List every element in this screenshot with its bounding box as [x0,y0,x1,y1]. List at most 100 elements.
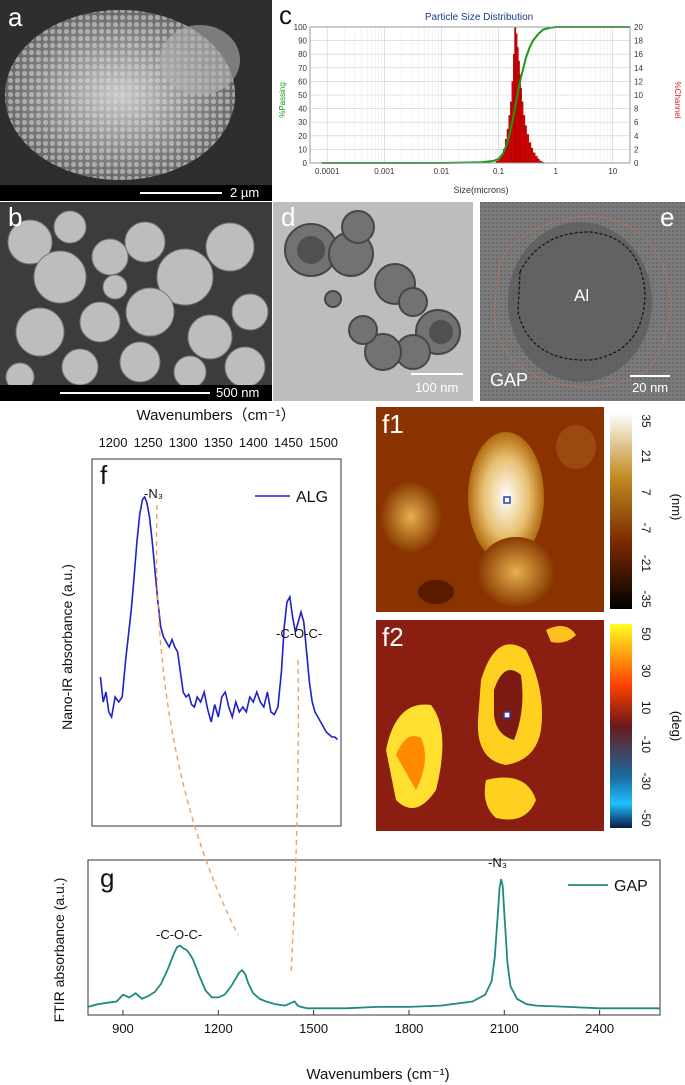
panel-d-tem-image: d 100 nm [273,202,473,401]
colorbar-tick: -21 [639,555,653,573]
psd-bar [526,134,530,164]
psd-ytick-left: 20 [298,132,307,141]
psd-ytick-right: 10 [634,91,643,100]
nanoir-xtick: 1300 [169,435,198,450]
psd-ytick-left: 70 [298,64,307,73]
psd-title: Particle Size Distribution [425,12,533,23]
psd-ytick-left: 80 [298,50,307,59]
colorbar-tick: -30 [639,773,653,791]
psd-ytick-left: 100 [294,23,308,32]
ftir-line-gap [87,878,660,1010]
scalebar-line-b [60,392,210,394]
ftir-xtick: 1200 [204,1021,233,1036]
panel-b-sem-image: b 500 nm [0,202,272,401]
colorbar-tick: -50 [639,809,653,827]
ftir-xtick: 2400 [585,1021,614,1036]
nanoir-chart: Wavenumbers（cm⁻¹） 1200 1250 1300 1350 1400 14… [59,407,342,827]
psd-bar [523,115,526,164]
psd-bar [532,152,536,164]
nanoir-legend-label: ALG [296,489,328,506]
panel-f1-label: f1 [382,409,404,439]
ftir-xtick: 2100 [490,1021,519,1036]
hrtem-image-e [480,202,685,401]
psd-ytick-right: 14 [634,64,643,73]
nanoir-annotation-coc: -C-O-C- [276,626,322,641]
psd-ytick-left: 10 [298,145,307,154]
psd-ytick-right: 0 [634,159,639,168]
nanoir-ticks: 1200 1250 1300 1350 1400 1450 1500 [99,435,338,450]
panel-f2-label: f2 [382,622,404,652]
nanoir-ylabel: Nano-IR absorbance (a.u.) [59,564,75,730]
scalebar-strip-a [0,185,272,201]
psd-bar [535,156,538,164]
psd-bar [524,125,527,164]
scalebar-line-a [140,192,222,194]
panel-f1-afm-height: 35 21 7 -7 -21 -35 (nm) f1 [376,407,685,612]
psd-ytick-right: 4 [634,132,639,141]
panel-a-sem-image: a 2 µm [0,0,272,201]
f1-colorbar [610,413,632,609]
psd-chart: Particle Size Distribution 0102030405060… [278,12,682,195]
psd-ytick-left: 50 [298,91,307,100]
f2-marker [503,711,511,719]
f1-colorbar-ticks: 35 21 7 -7 -21 -35 [639,414,653,608]
psd-bar [528,142,532,164]
psd-xtick: 0.001 [374,167,395,176]
psd-xtick: 0.0001 [315,167,340,176]
scalebar-text-d: 100 nm [415,380,459,395]
f1-map: 35 21 7 -7 -21 -35 (nm) [376,407,684,612]
nanoir-xtick: 1450 [274,435,303,450]
f1-colorbar-unit: (nm) [669,494,684,521]
psd-xlabel: Size(microns) [453,185,508,195]
ftir-legend-label: GAP [614,878,648,895]
nanoir-annotation-n3: -N₃ [144,486,163,501]
panel-d-label: d [281,202,296,232]
scalebar-line-d [411,373,463,375]
core-label-al: Al [574,286,590,305]
panel-a-label: a [8,2,23,32]
panel-g-ftir: 900 1200 1500 1800 2100 2400 Wavenumbers (cm⁻… [0,845,685,1085]
panel-e-hrtem-image: e Al GAP 20 nm [480,202,685,401]
psd-xtick: 0.1 [493,167,505,176]
ftir-xtick: 900 [112,1021,134,1036]
ftir-annotation-coc: -C-O-C- [156,927,202,942]
colorbar-tick: 30 [639,664,653,678]
core-outline [517,231,646,361]
panel-c-label: c [279,0,292,30]
ftir-ylabel: FTIR absorbance (a.u.) [51,878,67,1023]
nanoir-line-alg [99,495,339,741]
f2-map: 50 30 10 -10 -30 -50 (deg) [376,620,684,831]
scalebar-line-e [630,375,670,377]
ftir-frame [87,859,661,1016]
psd-bar [537,158,540,164]
colorbar-tick: 35 [639,414,653,428]
nanoir-xtick: 1500 [309,435,338,450]
colorbar-tick: -35 [639,590,653,608]
psd-ytick-left: 0 [303,159,308,168]
ftir-xtick: 1500 [299,1021,328,1036]
panel-f2-afm-phase: 50 30 10 -10 -30 -50 (deg) f2 [376,620,685,831]
psd-cumulative-line [321,26,630,164]
f2-colorbar [610,624,632,828]
psd-ytick-left: 60 [298,77,307,86]
scalebar-text-b: 500 nm [216,385,260,400]
panel-f-nanoir: Wavenumbers（cm⁻¹） 1200 1250 1300 1350 1400 14… [0,402,370,842]
colorbar-tick: 10 [639,701,653,715]
scalebar-text-a: 2 µm [230,185,260,200]
colorbar-tick: 50 [639,627,653,641]
psd-ylabel-right: %Channel [673,82,682,119]
colorbar-tick: -7 [639,522,653,533]
psd-ytick-left: 90 [298,37,307,46]
psd-bar [530,147,534,164]
psd-ylabel-left: %Passing [278,82,287,118]
nanoir-xtick: 1400 [239,435,268,450]
psd-bar [521,101,524,164]
panel-g-label: g [100,863,115,893]
shell-label-gap: GAP [490,370,529,390]
psd-xtick: 0.01 [434,167,450,176]
colorbar-tick: -10 [639,736,653,754]
nanoir-xlabel: Wavenumbers（cm⁻¹） [136,407,295,424]
nanoir-xtick: 1200 [99,435,128,450]
f2-colorbar-ticks: 50 30 10 -10 -30 -50 [639,627,653,827]
panel-e-label: e [660,202,675,232]
